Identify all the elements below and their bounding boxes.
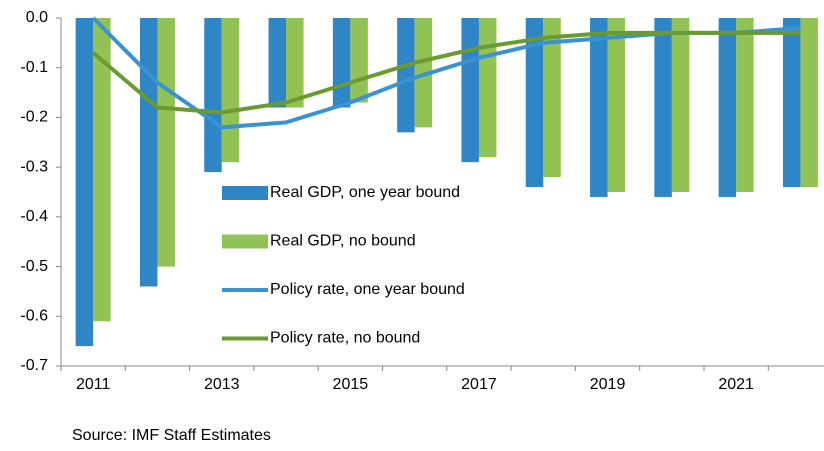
y-tick-label: -0.3 [20,158,48,175]
bar [718,18,737,197]
line [91,30,801,115]
bar [478,18,497,158]
legend-label: Policy rate, no bound [270,330,420,347]
y-tick-label: -0.6 [20,308,48,325]
x-tick-label: 2017 [461,376,497,393]
bar [654,18,672,197]
bar [461,18,479,163]
y-tick-label: 0.0 [26,9,48,26]
bar [782,18,801,188]
bar [671,18,690,192]
bar [157,18,175,267]
y-tick-label: -0.4 [20,208,48,225]
x-tick-label: 2019 [590,376,626,393]
bar [268,18,287,108]
bar [736,18,754,192]
y-tick-label: -0.2 [20,109,48,126]
legend-swatch [222,186,268,200]
x-tick-label: 2021 [718,376,754,393]
y-tick-label: -0.5 [20,258,48,275]
x-tick-label: 2013 [204,376,240,393]
bar [286,18,304,108]
bar [221,18,240,163]
bar [350,18,368,103]
bar [204,18,222,173]
bar [800,18,818,188]
bar [75,18,94,347]
bar [414,18,433,128]
bar [607,18,626,192]
bar [139,18,158,287]
x-tick-label: 2015 [333,376,369,393]
bar [525,18,544,188]
legend-label: Real GDP, one year bound [270,184,460,201]
bar [397,18,415,133]
y-tick-label: -0.1 [20,59,48,76]
bar [332,18,351,108]
source-note: Source: IMF Staff Estimates [72,427,271,444]
bar [543,18,561,178]
bar [590,18,608,197]
legend-swatch [222,234,268,249]
legend-label: Real GDP, no bound [270,233,416,250]
y-tick-label: -0.7 [20,357,48,374]
bar [93,18,111,322]
legend-label: Policy rate, one year bound [270,281,465,298]
x-tick-label: 2011 [76,376,111,393]
